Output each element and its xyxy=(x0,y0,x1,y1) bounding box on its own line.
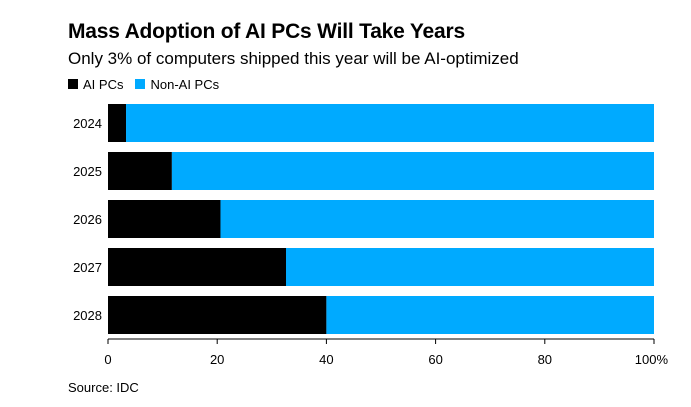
y-tick-label-2024: 2024 xyxy=(73,116,102,131)
bar-non-ai-pcs-2028 xyxy=(326,296,654,334)
x-tick-label-40: 40 xyxy=(319,352,333,367)
bar-non-ai-pcs-2024 xyxy=(126,104,654,142)
bar-non-ai-pcs-2027 xyxy=(286,248,654,286)
bar-ai-pcs-2027 xyxy=(108,248,286,286)
bar-ai-pcs-2024 xyxy=(108,104,127,142)
chart-legend: AI PCs Non-AI PCs xyxy=(68,76,231,92)
x-tick-label-0: 0 xyxy=(104,352,111,367)
x-tick-label-60: 60 xyxy=(428,352,442,367)
source-note: Source: IDC xyxy=(68,380,139,395)
bar-non-ai-pcs-2026 xyxy=(220,200,655,238)
y-tick-label-2026: 2026 xyxy=(73,212,102,227)
bar-ai-pcs-2025 xyxy=(108,152,172,190)
legend-item-non-ai-pcs: Non-AI PCs xyxy=(135,77,219,92)
x-tick-label-20: 20 xyxy=(210,352,224,367)
legend-swatch-non-ai-pcs xyxy=(135,79,146,89)
legend-item-ai-pcs: AI PCs xyxy=(68,77,123,92)
x-tick-label-80: 80 xyxy=(538,352,552,367)
bar-ai-pcs-2028 xyxy=(108,296,327,334)
legend-swatch-ai-pcs xyxy=(68,79,78,89)
chart-subtitle: Only 3% of computers shipped this year w… xyxy=(68,49,519,68)
bar-ai-pcs-2026 xyxy=(108,200,221,238)
y-tick-label-2027: 2027 xyxy=(73,260,102,275)
x-tick-label-100: 100% xyxy=(635,352,669,367)
legend-label-ai-pcs: AI PCs xyxy=(83,76,124,92)
legend-label-non-ai-pcs: Non-AI PCs xyxy=(150,76,220,92)
y-tick-label-2025: 2025 xyxy=(73,164,102,179)
chart-title: Mass Adoption of AI PCs Will Take Years xyxy=(68,20,465,43)
y-tick-label-2028: 2028 xyxy=(73,308,102,323)
bar-non-ai-pcs-2025 xyxy=(171,152,654,190)
